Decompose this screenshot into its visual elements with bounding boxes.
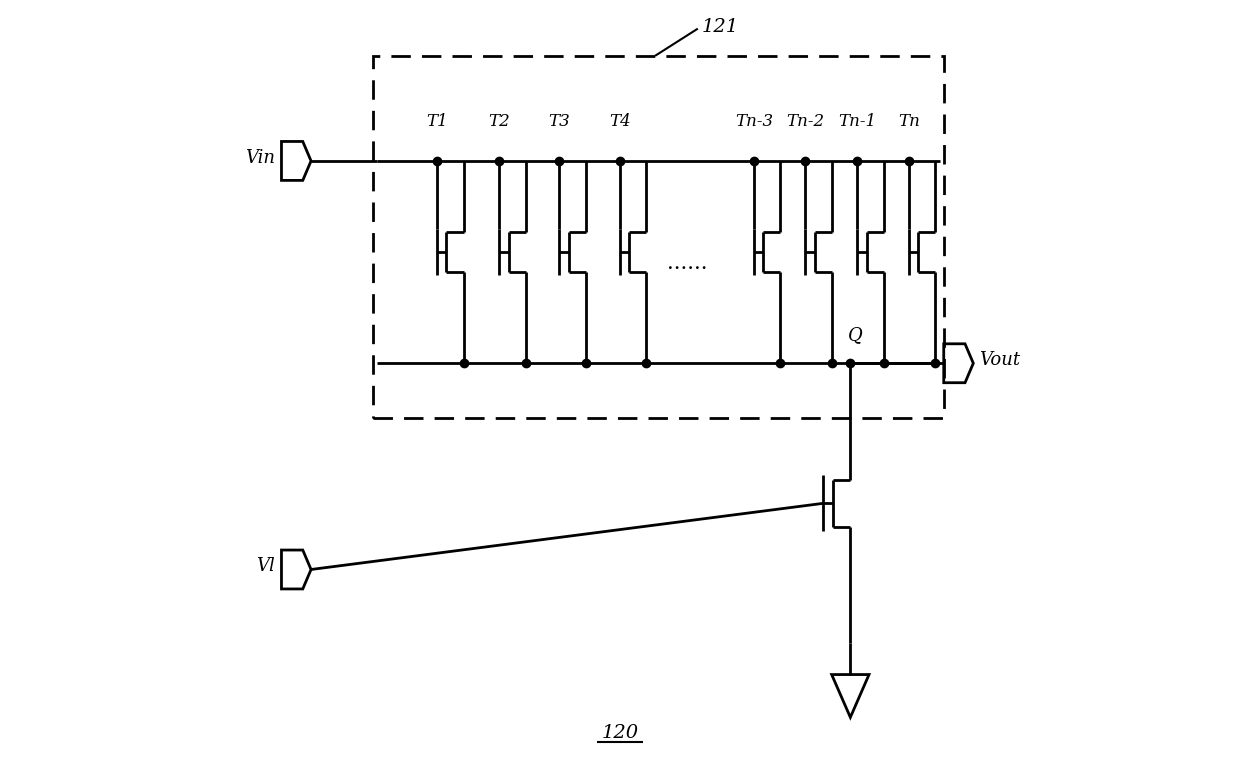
Text: Tn-1: Tn-1 [838,112,877,130]
Text: Vout: Vout [980,351,1021,369]
Text: Tn-3: Tn-3 [735,112,773,130]
Text: T4: T4 [609,112,631,130]
Text: 121: 121 [702,18,739,36]
Text: T2: T2 [489,112,510,130]
Bar [373,56,944,418]
Text: Q: Q [848,326,862,344]
Text: 120: 120 [601,724,639,742]
Text: T3: T3 [548,112,570,130]
Text: ......: ...... [667,254,708,273]
Text: T1: T1 [427,112,448,130]
Text: Vin: Vin [246,149,275,167]
Text: Tn-2: Tn-2 [786,112,825,130]
Text: Vl: Vl [257,558,275,576]
Text: Tn: Tn [898,112,920,130]
